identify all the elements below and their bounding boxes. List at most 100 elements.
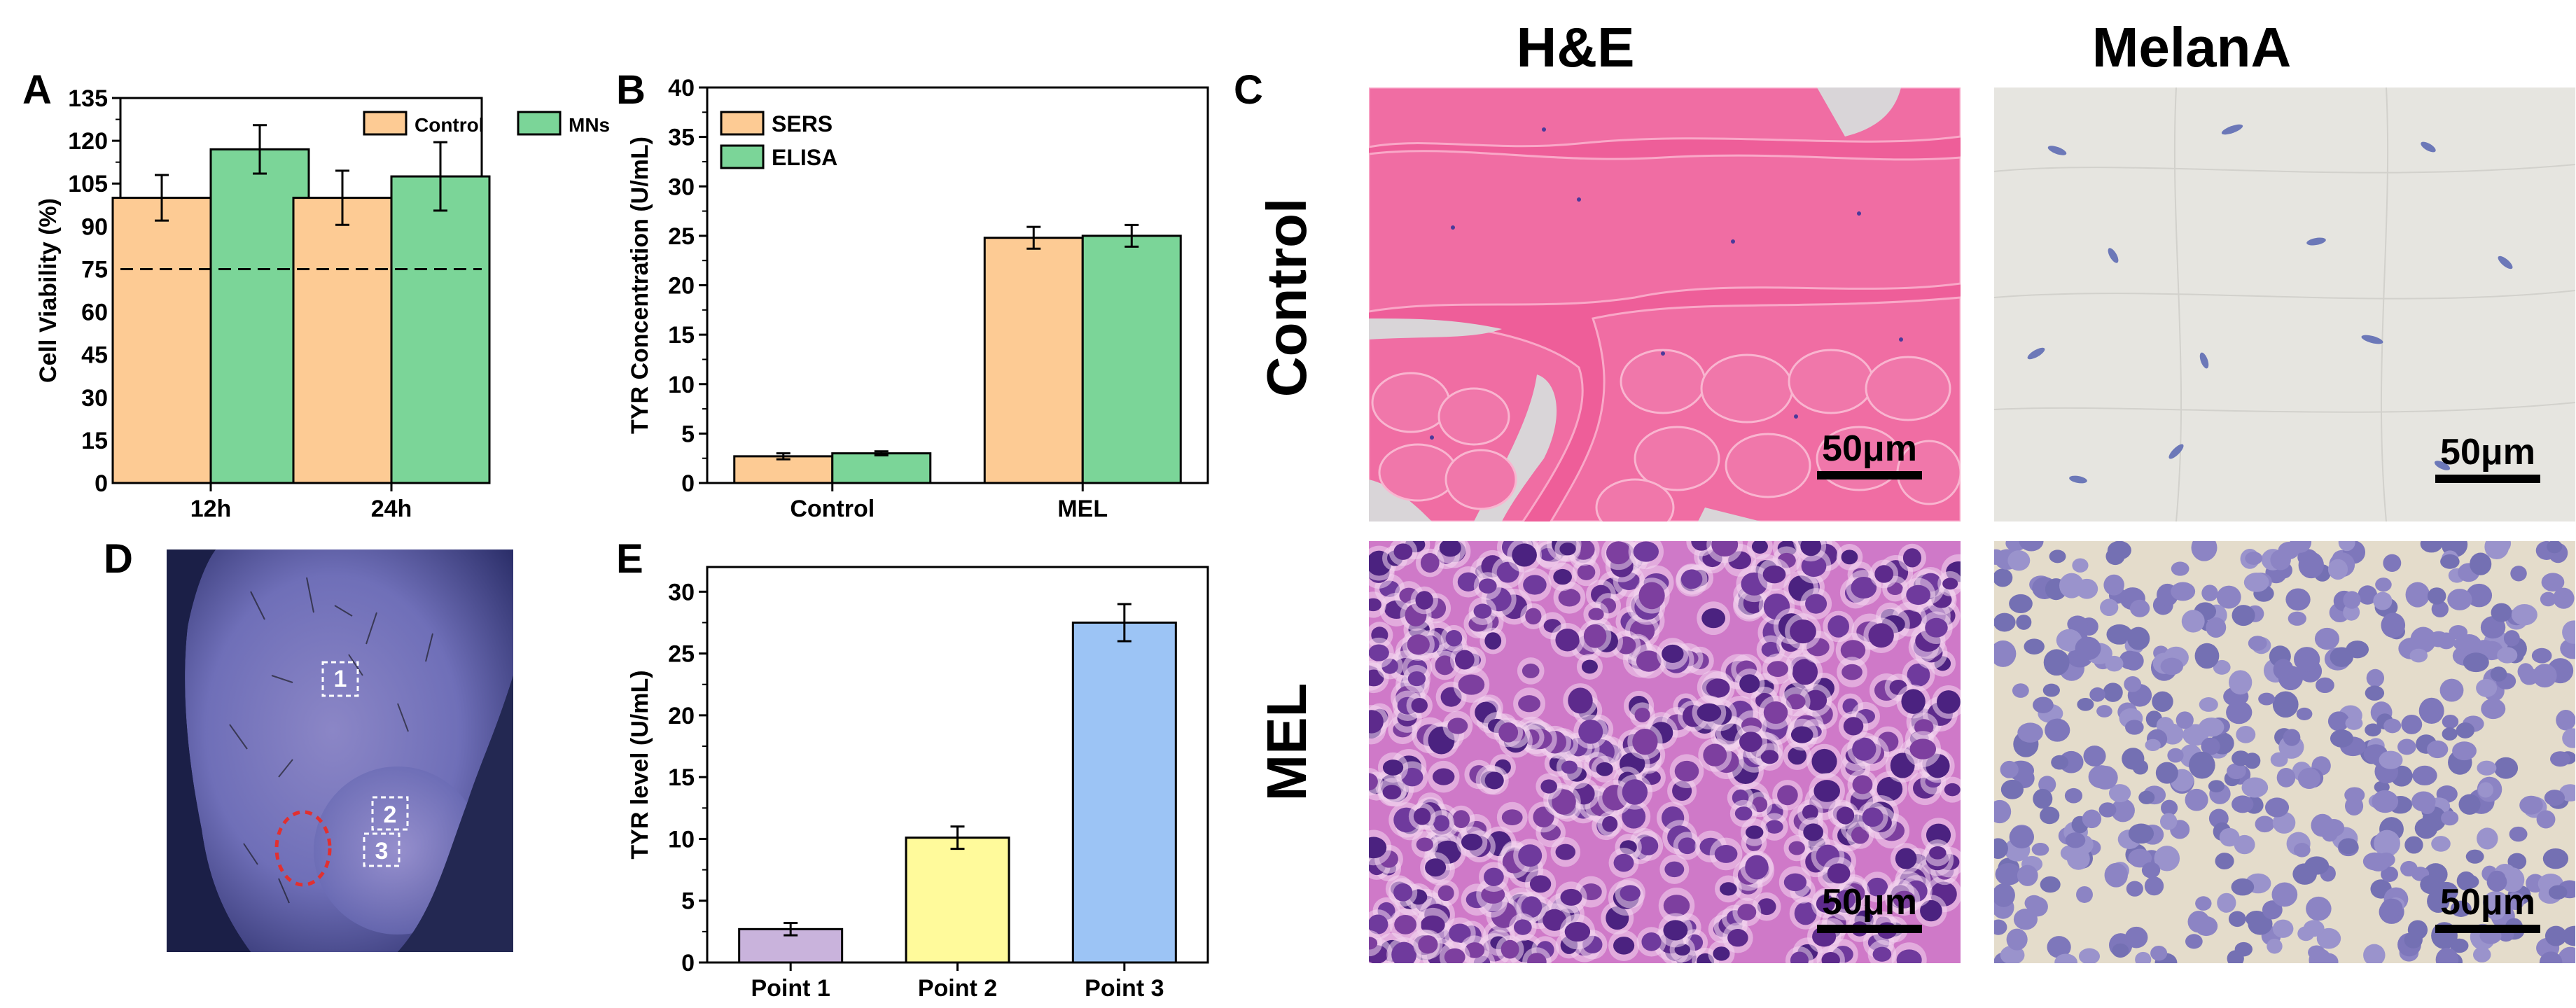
cell-nucleus (2365, 723, 2381, 737)
cell-nucleus (1602, 816, 1618, 832)
cell-nucleus (1369, 598, 1381, 612)
cell-nucleus (1843, 717, 1864, 736)
cell-nucleus (2297, 768, 2320, 790)
cell-nucleus (2363, 944, 2386, 963)
cell-nucleus (1484, 867, 1504, 886)
cell-nucleus (1711, 541, 1739, 556)
cell-nucleus (1437, 885, 1454, 902)
cell-nucleus (2216, 585, 2241, 609)
cell-nucleus (2156, 717, 2175, 735)
cell-nucleus (2012, 683, 2029, 698)
cell-nucleus (2107, 541, 2131, 560)
cell-nucleus (2006, 928, 2028, 951)
cell-nucleus (1937, 690, 1961, 714)
bar-2 (1071, 621, 1177, 964)
cell-nucleus (1501, 809, 1523, 826)
cell-nucleus (2007, 550, 2031, 571)
cell-nucleus (2104, 862, 2128, 888)
cell-nucleus (1914, 719, 1934, 736)
cell-nucleus (2435, 881, 2458, 902)
cell-nucleus (1925, 617, 1948, 638)
cell-nucleus (2016, 615, 2032, 630)
cell-nucleus (2283, 729, 2301, 746)
legend-label: Control (415, 114, 485, 136)
cell-nucleus (2456, 722, 2475, 738)
cell-nucleus (2106, 624, 2133, 645)
y-tick-label: 30 (81, 385, 108, 412)
y-tick-label: 10 (668, 372, 695, 398)
histology-he-mel: 50μm (1369, 541, 1961, 963)
cell-nucleus (2484, 541, 2509, 560)
cell-nucleus (2272, 691, 2299, 718)
cell-nucleus (1622, 779, 1648, 805)
y-tick-label: 15 (668, 322, 695, 349)
cell-nucleus (1484, 632, 1502, 650)
cell-nucleus (2161, 799, 2178, 816)
cell-nucleus (1678, 837, 1697, 855)
bar-1 (905, 836, 1010, 964)
cell-nucleus (2185, 788, 2208, 811)
cell-nucleus (2418, 697, 2444, 724)
cell-nucleus (1835, 890, 1856, 910)
cell-nucleus (2103, 574, 2124, 596)
y-tick-label: 0 (95, 470, 108, 497)
cell-nucleus (2075, 636, 2101, 660)
cell-nucleus (2412, 765, 2437, 786)
cell-nucleus (2009, 825, 2035, 848)
cell-nucleus (2491, 603, 2512, 622)
cell-nucleus (2181, 610, 2205, 633)
cell-nucleus (2427, 740, 2449, 759)
cell-nucleus (2215, 853, 2234, 869)
cell-nucleus (1680, 569, 1703, 589)
cell-nucleus (1827, 863, 1851, 884)
cell-nucleus (2270, 550, 2291, 570)
cell-nucleus (2258, 692, 2276, 706)
cell-nucleus (2511, 604, 2537, 626)
scalebar-label: 50μm (2440, 882, 2535, 923)
cell-nucleus (1418, 935, 1438, 954)
cell-nucleus (1555, 628, 1580, 652)
y-tick-label: 15 (81, 428, 108, 454)
cell-nucleus (2285, 588, 2311, 611)
cell-nucleus (1501, 939, 1519, 959)
cell-nucleus (2440, 554, 2460, 569)
bar-1-1 (390, 175, 491, 484)
cell-nucleus (1522, 663, 1540, 678)
cell-nucleus (2544, 925, 2567, 946)
chart-a: 0 15 30 45 60 75 90 105 120 135 Cell Viability (%)… (35, 85, 610, 522)
cell-nucleus (2548, 885, 2568, 899)
cell-nucleus (2096, 705, 2112, 718)
cell-nucleus (1369, 937, 1378, 950)
cell-nucleus (1868, 623, 1894, 648)
cell-nucleus (2049, 550, 2066, 564)
cell-nucleus (2264, 797, 2290, 818)
cell-nucleus (2171, 582, 2196, 601)
cell-nucleus (1994, 919, 2007, 935)
cell-nucleus (1842, 664, 1863, 680)
cell-nucleus (2517, 663, 2534, 680)
y-tick-label: 30 (668, 579, 695, 606)
cell-nucleus (2045, 718, 2070, 742)
bar-1-0 (292, 197, 393, 484)
cell-nucleus (1737, 904, 1757, 920)
y-tick-label: 120 (68, 128, 108, 155)
cell-nucleus (1415, 591, 1433, 610)
cell-nucleus (2476, 678, 2498, 697)
cell-nucleus (2463, 652, 2489, 673)
cell-nucleus (2477, 760, 2497, 776)
legend-label: MNs (569, 114, 610, 136)
cell-nucleus (2306, 896, 2332, 921)
cell-nucleus (2119, 650, 2140, 670)
cell-nucleus (1583, 624, 1607, 648)
cell-nucleus (1852, 775, 1873, 794)
cell-nucleus (1529, 875, 1552, 893)
cell-nucleus (2562, 925, 2575, 946)
scalebar-melana-mel: 50μm (2435, 884, 2540, 933)
cell-nucleus (1636, 650, 1662, 672)
cell-nucleus (1790, 951, 1809, 963)
y-tick-label: 30 (668, 174, 695, 200)
cell-nucleus (1777, 785, 1798, 806)
y-tick-label: 75 (81, 256, 108, 283)
cell-nucleus (2245, 552, 2263, 566)
bar-1-1 (1081, 234, 1182, 484)
